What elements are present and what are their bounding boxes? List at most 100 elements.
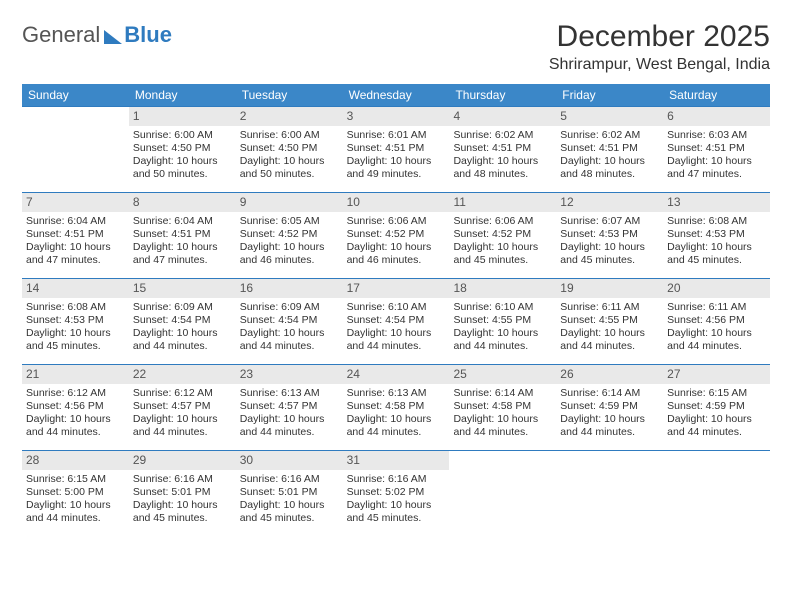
day-header-row: SundayMondayTuesdayWednesdayThursdayFrid… (22, 84, 770, 106)
brand-blue: Blue (124, 22, 172, 48)
day-cell: 15Sunrise: 6:09 AMSunset: 4:54 PMDayligh… (129, 278, 236, 364)
day-info-line: Sunset: 4:51 PM (347, 142, 446, 155)
day-number: 27 (663, 365, 770, 384)
day-info-line: and 44 minutes. (26, 512, 125, 525)
day-number: 6 (663, 107, 770, 126)
day-cell (22, 106, 129, 192)
week-row: 28Sunrise: 6:15 AMSunset: 5:00 PMDayligh… (22, 450, 770, 536)
day-cell: 5Sunrise: 6:02 AMSunset: 4:51 PMDaylight… (556, 106, 663, 192)
day-info-line: Daylight: 10 hours (667, 155, 766, 168)
day-info-line: Sunrise: 6:09 AM (133, 301, 232, 314)
day-info-line: Sunrise: 6:04 AM (133, 215, 232, 228)
day-cell: 21Sunrise: 6:12 AMSunset: 4:56 PMDayligh… (22, 364, 129, 450)
day-cell: 11Sunrise: 6:06 AMSunset: 4:52 PMDayligh… (449, 192, 556, 278)
day-info-line: Daylight: 10 hours (667, 241, 766, 254)
day-info-line: Daylight: 10 hours (453, 241, 552, 254)
day-cell: 13Sunrise: 6:08 AMSunset: 4:53 PMDayligh… (663, 192, 770, 278)
day-info-line: and 45 minutes. (667, 254, 766, 267)
day-cell: 8Sunrise: 6:04 AMSunset: 4:51 PMDaylight… (129, 192, 236, 278)
day-info-line: Daylight: 10 hours (240, 241, 339, 254)
day-number: 2 (236, 107, 343, 126)
day-info-line: Sunset: 4:58 PM (347, 400, 446, 413)
day-info-line: Sunset: 4:55 PM (560, 314, 659, 327)
day-info-line: Sunrise: 6:09 AM (240, 301, 339, 314)
day-info-line: and 46 minutes. (240, 254, 339, 267)
day-info-line: Sunset: 4:50 PM (240, 142, 339, 155)
day-number: 20 (663, 279, 770, 298)
day-info-line: and 46 minutes. (347, 254, 446, 267)
day-info-line: and 45 minutes. (347, 512, 446, 525)
day-number: 1 (129, 107, 236, 126)
day-cell: 16Sunrise: 6:09 AMSunset: 4:54 PMDayligh… (236, 278, 343, 364)
day-info-line: Daylight: 10 hours (240, 413, 339, 426)
day-info-line: and 47 minutes. (667, 168, 766, 181)
day-info-line: Daylight: 10 hours (240, 155, 339, 168)
day-info-line: Daylight: 10 hours (133, 155, 232, 168)
day-info-line: Sunrise: 6:14 AM (560, 387, 659, 400)
day-info-line: Daylight: 10 hours (347, 241, 446, 254)
day-info-line: Sunrise: 6:03 AM (667, 129, 766, 142)
brand-triangle-icon (104, 30, 122, 44)
day-info-line: and 48 minutes. (453, 168, 552, 181)
day-info-line: and 45 minutes. (240, 512, 339, 525)
day-info-line: Sunset: 4:52 PM (347, 228, 446, 241)
day-info-line: Daylight: 10 hours (133, 327, 232, 340)
day-info-line: Sunrise: 6:12 AM (26, 387, 125, 400)
day-number: 12 (556, 193, 663, 212)
day-info-line: Sunrise: 6:07 AM (560, 215, 659, 228)
day-info-line: Sunrise: 6:06 AM (347, 215, 446, 228)
day-number: 14 (22, 279, 129, 298)
day-cell: 17Sunrise: 6:10 AMSunset: 4:54 PMDayligh… (343, 278, 450, 364)
day-info-line: Daylight: 10 hours (347, 155, 446, 168)
day-number: 16 (236, 279, 343, 298)
day-number: 3 (343, 107, 450, 126)
day-info-line: Sunset: 4:51 PM (667, 142, 766, 155)
day-info-line: Daylight: 10 hours (26, 327, 125, 340)
day-cell: 24Sunrise: 6:13 AMSunset: 4:58 PMDayligh… (343, 364, 450, 450)
brand-logo: General Blue (22, 22, 172, 48)
day-cell: 10Sunrise: 6:06 AMSunset: 4:52 PMDayligh… (343, 192, 450, 278)
day-number: 29 (129, 451, 236, 470)
day-info-line: Daylight: 10 hours (347, 499, 446, 512)
day-number: 13 (663, 193, 770, 212)
day-info-line: Daylight: 10 hours (26, 499, 125, 512)
day-info-line: Sunrise: 6:00 AM (133, 129, 232, 142)
day-info-line: and 44 minutes. (560, 426, 659, 439)
day-info-line: Daylight: 10 hours (667, 413, 766, 426)
day-number: 18 (449, 279, 556, 298)
day-info-line: Sunset: 4:52 PM (453, 228, 552, 241)
day-cell (449, 450, 556, 536)
day-info-line: Daylight: 10 hours (133, 499, 232, 512)
day-info-line: Daylight: 10 hours (560, 413, 659, 426)
day-info-line: Sunset: 4:51 PM (26, 228, 125, 241)
week-row: 1Sunrise: 6:00 AMSunset: 4:50 PMDaylight… (22, 106, 770, 192)
day-info-line: Sunset: 4:57 PM (133, 400, 232, 413)
day-info-line: and 50 minutes. (240, 168, 339, 181)
day-info-line: Daylight: 10 hours (667, 327, 766, 340)
day-cell: 12Sunrise: 6:07 AMSunset: 4:53 PMDayligh… (556, 192, 663, 278)
day-info-line: Sunset: 4:56 PM (26, 400, 125, 413)
day-info-line: Sunset: 4:59 PM (667, 400, 766, 413)
day-number: 23 (236, 365, 343, 384)
day-cell: 14Sunrise: 6:08 AMSunset: 4:53 PMDayligh… (22, 278, 129, 364)
day-cell: 22Sunrise: 6:12 AMSunset: 4:57 PMDayligh… (129, 364, 236, 450)
day-info-line: Sunset: 4:54 PM (133, 314, 232, 327)
day-cell (663, 450, 770, 536)
day-cell: 3Sunrise: 6:01 AMSunset: 4:51 PMDaylight… (343, 106, 450, 192)
day-info-line: Sunrise: 6:16 AM (347, 473, 446, 486)
day-header: Friday (556, 84, 663, 106)
day-cell: 23Sunrise: 6:13 AMSunset: 4:57 PMDayligh… (236, 364, 343, 450)
day-info-line: and 44 minutes. (667, 426, 766, 439)
day-info-line: Sunrise: 6:13 AM (240, 387, 339, 400)
day-info-line: Sunset: 4:53 PM (560, 228, 659, 241)
day-info-line: Sunrise: 6:05 AM (240, 215, 339, 228)
day-info-line: Sunrise: 6:15 AM (26, 473, 125, 486)
day-cell: 19Sunrise: 6:11 AMSunset: 4:55 PMDayligh… (556, 278, 663, 364)
day-info-line: Sunrise: 6:11 AM (667, 301, 766, 314)
day-info-line: Sunset: 4:53 PM (667, 228, 766, 241)
day-header: Saturday (663, 84, 770, 106)
day-info-line: Sunset: 4:55 PM (453, 314, 552, 327)
day-info-line: Sunrise: 6:00 AM (240, 129, 339, 142)
day-info-line: and 44 minutes. (240, 426, 339, 439)
day-info-line: Sunset: 4:58 PM (453, 400, 552, 413)
